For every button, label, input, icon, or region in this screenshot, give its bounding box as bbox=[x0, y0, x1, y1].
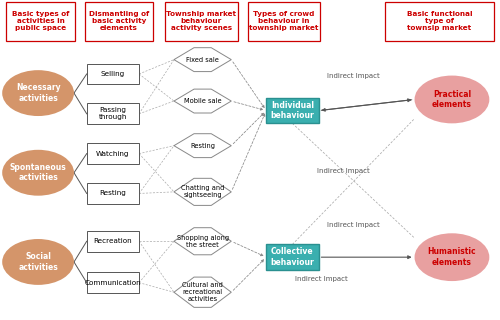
Text: Indirect Impact: Indirect Impact bbox=[318, 168, 370, 174]
Text: Humanistic
elements: Humanistic elements bbox=[428, 247, 476, 267]
Text: Cultural and
recreational
activities: Cultural and recreational activities bbox=[182, 282, 223, 302]
FancyBboxPatch shape bbox=[384, 2, 494, 41]
Text: Mobile sale: Mobile sale bbox=[184, 98, 222, 104]
Polygon shape bbox=[174, 228, 232, 255]
Text: Township market
behaviour
activity scenes: Township market behaviour activity scene… bbox=[166, 12, 236, 31]
Text: Communication: Communication bbox=[84, 280, 141, 286]
Ellipse shape bbox=[414, 76, 490, 123]
Text: Chatting and
sightseeing: Chatting and sightseeing bbox=[181, 185, 224, 198]
FancyBboxPatch shape bbox=[86, 64, 139, 84]
Ellipse shape bbox=[414, 233, 490, 281]
Text: Fixed sale: Fixed sale bbox=[186, 57, 219, 63]
Text: Dismantling of
basic activity
elements: Dismantling of basic activity elements bbox=[89, 12, 149, 31]
Polygon shape bbox=[174, 277, 232, 307]
Text: Indirect Impact: Indirect Impact bbox=[328, 73, 380, 79]
FancyBboxPatch shape bbox=[86, 183, 139, 204]
FancyBboxPatch shape bbox=[6, 2, 75, 41]
Text: Indirect Impact: Indirect Impact bbox=[295, 276, 348, 283]
Polygon shape bbox=[174, 48, 232, 72]
Polygon shape bbox=[174, 89, 232, 113]
FancyBboxPatch shape bbox=[86, 143, 139, 164]
Text: Indirect Impact: Indirect Impact bbox=[328, 222, 380, 228]
Text: Passing
through: Passing through bbox=[98, 107, 127, 120]
FancyBboxPatch shape bbox=[165, 2, 238, 41]
FancyBboxPatch shape bbox=[86, 231, 139, 252]
Text: Social
activities: Social activities bbox=[18, 252, 58, 272]
FancyBboxPatch shape bbox=[86, 2, 153, 41]
Text: Collective
behaviour: Collective behaviour bbox=[270, 247, 314, 267]
Ellipse shape bbox=[2, 150, 74, 196]
Text: Necessary
activities: Necessary activities bbox=[16, 84, 60, 103]
Text: Watching: Watching bbox=[96, 151, 130, 156]
FancyBboxPatch shape bbox=[266, 98, 318, 123]
FancyBboxPatch shape bbox=[86, 272, 139, 293]
Ellipse shape bbox=[2, 239, 74, 285]
Polygon shape bbox=[174, 134, 232, 158]
Text: Basic types of
activities in
public space: Basic types of activities in public spac… bbox=[12, 12, 70, 31]
Text: Basic functional
type of
townsip market: Basic functional type of townsip market bbox=[406, 12, 472, 31]
Text: Spontaneous
activities: Spontaneous activities bbox=[10, 163, 66, 182]
Text: Types of crowd
behaviour in
township market: Types of crowd behaviour in township mar… bbox=[249, 12, 318, 31]
Text: Recreation: Recreation bbox=[94, 238, 132, 244]
Text: Practical
elements: Practical elements bbox=[432, 90, 472, 109]
Text: Resting: Resting bbox=[190, 143, 215, 149]
Text: Resting: Resting bbox=[100, 190, 126, 196]
Text: Selling: Selling bbox=[101, 71, 125, 77]
FancyBboxPatch shape bbox=[266, 244, 318, 270]
Ellipse shape bbox=[2, 70, 74, 116]
Text: Individual
behaviour: Individual behaviour bbox=[270, 101, 314, 120]
Text: Shopping along
the street: Shopping along the street bbox=[176, 235, 229, 248]
Polygon shape bbox=[174, 178, 232, 205]
FancyBboxPatch shape bbox=[248, 2, 320, 41]
FancyBboxPatch shape bbox=[86, 103, 139, 124]
